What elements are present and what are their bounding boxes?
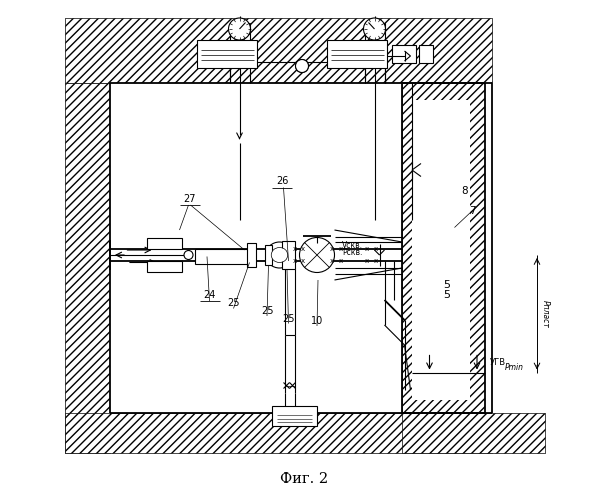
Text: 25: 25 [227,298,240,308]
Bar [110,82,402,412]
Text: Рmin: Рmin [504,363,524,372]
Bar [392,46,416,62]
Bar [402,412,544,453]
Text: 24: 24 [203,290,216,300]
Circle shape [295,60,309,72]
Text: 25: 25 [282,314,295,324]
Bar [412,100,470,400]
Text: УГВ: УГВ [490,358,505,367]
Bar [264,245,272,265]
Text: 26: 26 [276,176,288,186]
Circle shape [228,18,250,40]
Text: x: x [339,258,342,264]
Text: x: x [330,246,334,252]
Bar [147,238,182,249]
Bar [247,243,256,267]
Text: 8: 8 [461,186,468,196]
Bar [65,412,492,453]
Text: x: x [292,258,297,264]
Text: x: x [301,246,305,252]
Text: Фиг. 2: Фиг. 2 [280,472,329,486]
Bar [147,261,182,272]
Circle shape [295,60,309,72]
Text: x: x [373,258,378,264]
Bar [485,82,544,452]
Text: x: x [330,258,334,264]
Bar [402,82,485,412]
Text: 27: 27 [183,194,195,204]
Bar [194,248,252,264]
Text: x: x [365,246,369,252]
Ellipse shape [271,248,287,262]
Text: Рскв.: Рскв. [342,248,362,257]
Text: Рпласт: Рпласт [541,300,550,328]
Bar [65,82,110,452]
Text: 25: 25 [261,306,273,316]
Circle shape [300,238,334,272]
Text: x: x [339,246,342,252]
Circle shape [364,18,385,40]
Text: 5: 5 [443,290,451,300]
Bar [272,406,317,426]
Text: x: x [365,258,369,264]
Text: x: x [301,258,305,264]
Bar [282,242,295,268]
Bar [327,40,387,68]
Text: 10: 10 [311,316,323,326]
Bar [418,46,432,62]
Text: 5: 5 [443,280,451,290]
Bar [65,18,492,82]
Bar [197,40,257,68]
Text: 7: 7 [469,206,475,216]
Text: Vскв.: Vскв. [342,242,363,250]
Text: x: x [292,246,297,252]
Circle shape [184,250,193,260]
Text: x: x [373,246,378,252]
Ellipse shape [266,242,294,268]
